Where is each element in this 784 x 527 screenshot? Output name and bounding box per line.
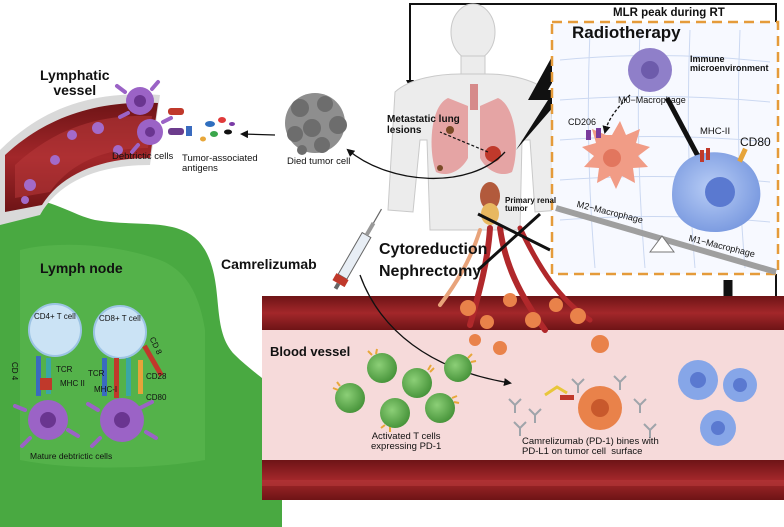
cross-out-line-1 <box>477 212 551 252</box>
mlr-peak-label: MLR peak during RT <box>613 7 725 19</box>
mhc-ii-label: MHC-II <box>700 126 731 137</box>
radiation-bolt-icon <box>516 42 575 150</box>
binding-label: Camrelizumab (PD-1) bines with PD-L1 on … <box>522 436 659 457</box>
dendritic-cells-top <box>115 80 173 154</box>
nephrectomy-label: Nephrectomy <box>379 263 482 280</box>
antigen-fragments <box>200 117 235 142</box>
kidneys <box>480 182 500 225</box>
dendritic-cells-label: Debtrictic cells <box>112 151 174 162</box>
camrelizumab-antibodies <box>508 375 657 438</box>
arrow-dead-to-antigens <box>240 130 276 139</box>
arrow-syringe-to-tumor <box>359 274 512 386</box>
cytoreduction-label: Cytoreduction <box>379 241 488 258</box>
blood-vessel-label: Blood vessel <box>270 344 351 359</box>
cd80-macrophage-label: CD80 <box>740 135 771 149</box>
antigen-receptors <box>168 108 192 136</box>
m0-macrophage-label: M0−Macrophage <box>618 95 686 105</box>
tcr-label-1: TCR <box>56 365 73 374</box>
metastatic-lesions-label: Metastatic lung lesions <box>387 114 460 136</box>
mhc-ii-lymph-label: MHC II <box>60 379 85 388</box>
mature-dendritic-cells <box>13 398 158 448</box>
cd4-label: CD 4 <box>10 362 19 381</box>
lymph-receptors <box>36 344 164 398</box>
cd4-t-cell <box>28 303 82 357</box>
lymph-node-label: Lymph node <box>40 260 123 276</box>
lymphatic-cells <box>21 122 123 204</box>
vessel-wall-top <box>262 296 784 330</box>
primary-renal-tumor-label: Primary renal tumor <box>505 196 557 214</box>
vessel-macrophages <box>678 360 757 446</box>
tumor-associated-antigens-label: Tumor-associated antigens <box>182 153 258 174</box>
m0-macrophage <box>628 48 672 92</box>
tumor-nodules <box>460 293 609 355</box>
lymphatic-vessel-label: Lymphatic vessel <box>40 67 110 98</box>
died-tumor-cell <box>285 93 347 155</box>
arrow-m0-to-m1 <box>664 96 703 162</box>
tcr-label-2: TCR <box>88 369 105 378</box>
binding-complex <box>544 385 622 430</box>
pd1-receptors <box>332 348 477 432</box>
radiotherapy-title: Radiotherapy <box>572 23 681 42</box>
human-body <box>387 3 561 231</box>
cd4-t-cell-label: CD4+ T cell <box>34 312 76 321</box>
seesaw-pivot <box>649 235 675 253</box>
arrow-m0-to-m2 <box>602 94 631 134</box>
syringe-icon <box>332 208 383 290</box>
died-tumor-cell-label: Died tumor cell <box>287 156 351 167</box>
cd8-t-cell-label: CD8+ T cell <box>99 314 141 323</box>
arrow-lung-to-dead-cell <box>346 148 506 180</box>
mhc-i-label: MHC-I <box>94 385 118 394</box>
balance-seesaw <box>555 205 777 275</box>
lymphatic-vessel-lumen <box>15 115 152 198</box>
m1-macrophage <box>672 147 761 232</box>
camrelizumab-label: Camrelizumab <box>221 256 317 272</box>
vessel-wall-band <box>262 480 784 486</box>
lesion-pointer <box>439 131 489 153</box>
cross-out-line-2 <box>476 212 542 272</box>
cd206-label: CD206 <box>568 117 597 127</box>
activated-t-cells <box>335 353 472 428</box>
mature-dc-label: Mature debtrictic cells <box>30 451 113 461</box>
cd28-label: CD28 <box>146 372 167 381</box>
cd8-t-cell <box>93 305 147 359</box>
activated-t-cells-label: Activated T cells expressing PD-1 <box>371 431 442 452</box>
cd80-lymph-label: CD80 <box>146 393 167 402</box>
immune-microenvironment-label: Immune microenvironment <box>690 54 769 74</box>
m2-macrophage <box>582 121 650 189</box>
